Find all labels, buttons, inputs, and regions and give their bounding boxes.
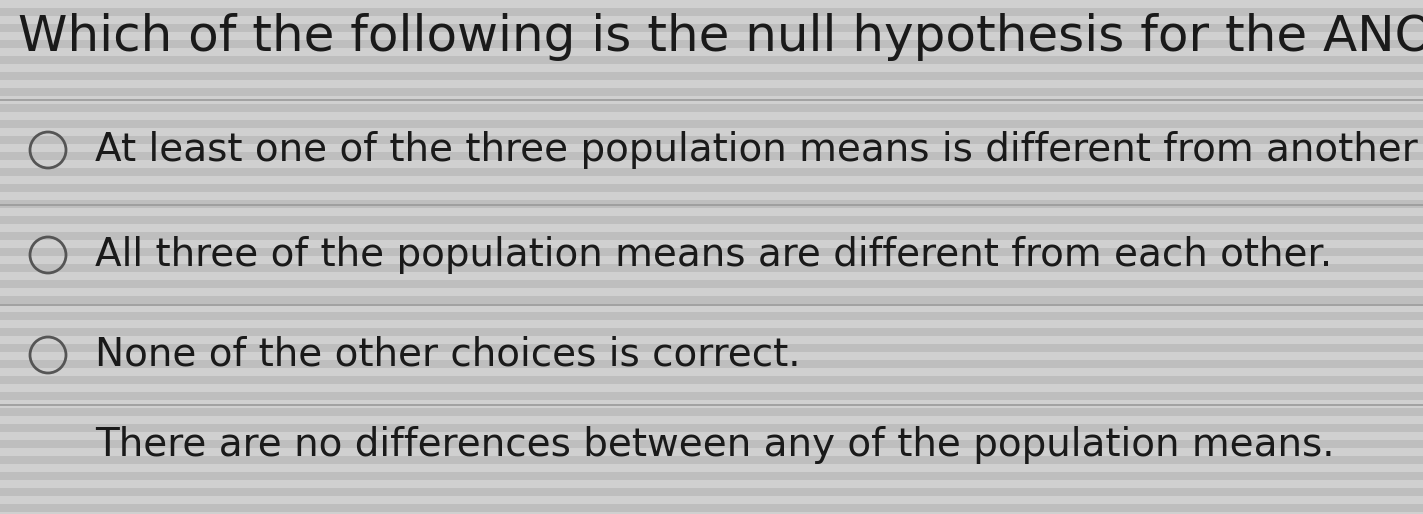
Bar — [0, 512, 1423, 514]
Bar — [0, 32, 1423, 40]
Bar — [0, 504, 1423, 512]
Bar — [0, 200, 1423, 208]
Bar — [0, 304, 1423, 312]
Bar — [0, 336, 1423, 344]
Bar — [0, 152, 1423, 160]
Text: All three of the population means are different from each other.: All three of the population means are di… — [95, 236, 1332, 274]
Bar — [0, 232, 1423, 240]
Bar — [0, 248, 1423, 256]
Bar — [0, 376, 1423, 384]
Bar — [0, 288, 1423, 296]
Bar — [0, 112, 1423, 120]
Bar — [0, 264, 1423, 272]
Bar — [0, 384, 1423, 392]
Bar — [0, 344, 1423, 352]
Bar — [0, 128, 1423, 136]
Bar — [0, 296, 1423, 304]
Bar — [0, 488, 1423, 496]
Text: At least one of the three population means is different from another mean.: At least one of the three population mea… — [95, 131, 1423, 169]
Bar — [0, 256, 1423, 264]
Bar — [0, 72, 1423, 80]
Bar — [0, 496, 1423, 504]
Text: There are no differences between any of the population means.: There are no differences between any of … — [95, 426, 1335, 464]
Bar — [0, 448, 1423, 456]
Bar — [0, 48, 1423, 56]
Bar — [0, 432, 1423, 440]
Bar — [0, 400, 1423, 408]
Bar — [0, 144, 1423, 152]
Bar — [0, 224, 1423, 232]
Bar — [0, 424, 1423, 432]
Bar — [0, 184, 1423, 192]
Bar — [0, 80, 1423, 88]
Bar — [0, 480, 1423, 488]
Bar — [0, 40, 1423, 48]
Bar — [0, 416, 1423, 424]
Bar — [0, 328, 1423, 336]
Bar — [0, 136, 1423, 144]
Bar — [0, 360, 1423, 368]
Bar — [0, 176, 1423, 184]
Bar — [0, 392, 1423, 400]
Bar — [0, 24, 1423, 32]
Bar — [0, 208, 1423, 216]
Bar — [0, 64, 1423, 72]
Bar — [0, 104, 1423, 112]
Text: Which of the following is the null hypothesis for the ANOVA?: Which of the following is the null hypot… — [18, 13, 1423, 61]
Bar — [0, 456, 1423, 464]
Bar — [0, 88, 1423, 96]
Bar — [0, 272, 1423, 280]
Bar — [0, 320, 1423, 328]
Bar — [0, 0, 1423, 8]
Bar — [0, 352, 1423, 360]
Bar — [0, 240, 1423, 248]
Bar — [0, 408, 1423, 416]
Bar — [0, 168, 1423, 176]
Bar — [0, 96, 1423, 104]
Bar — [0, 120, 1423, 128]
Bar — [0, 216, 1423, 224]
Bar — [0, 192, 1423, 200]
Bar — [0, 368, 1423, 376]
Bar — [0, 464, 1423, 472]
Text: None of the other choices is correct.: None of the other choices is correct. — [95, 336, 801, 374]
Bar — [0, 56, 1423, 64]
Bar — [0, 312, 1423, 320]
Bar — [0, 8, 1423, 16]
Bar — [0, 472, 1423, 480]
Bar — [0, 16, 1423, 24]
Bar — [0, 440, 1423, 448]
Bar — [0, 160, 1423, 168]
Bar — [0, 280, 1423, 288]
